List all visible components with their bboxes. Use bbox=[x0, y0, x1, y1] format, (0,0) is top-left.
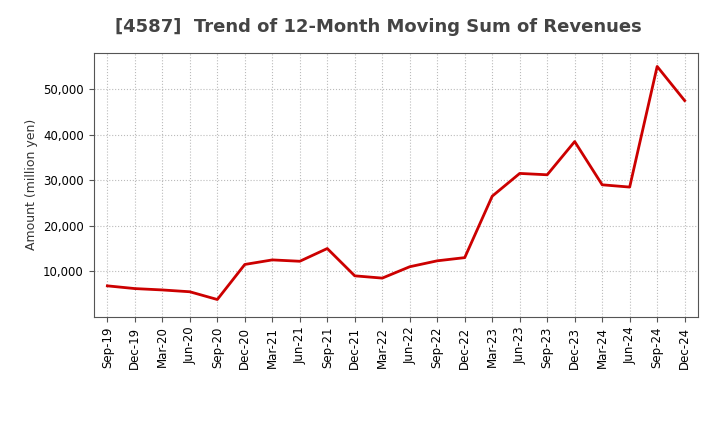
Y-axis label: Amount (million yen): Amount (million yen) bbox=[24, 119, 37, 250]
Text: [4587]  Trend of 12-Month Moving Sum of Revenues: [4587] Trend of 12-Month Moving Sum of R… bbox=[115, 18, 642, 36]
